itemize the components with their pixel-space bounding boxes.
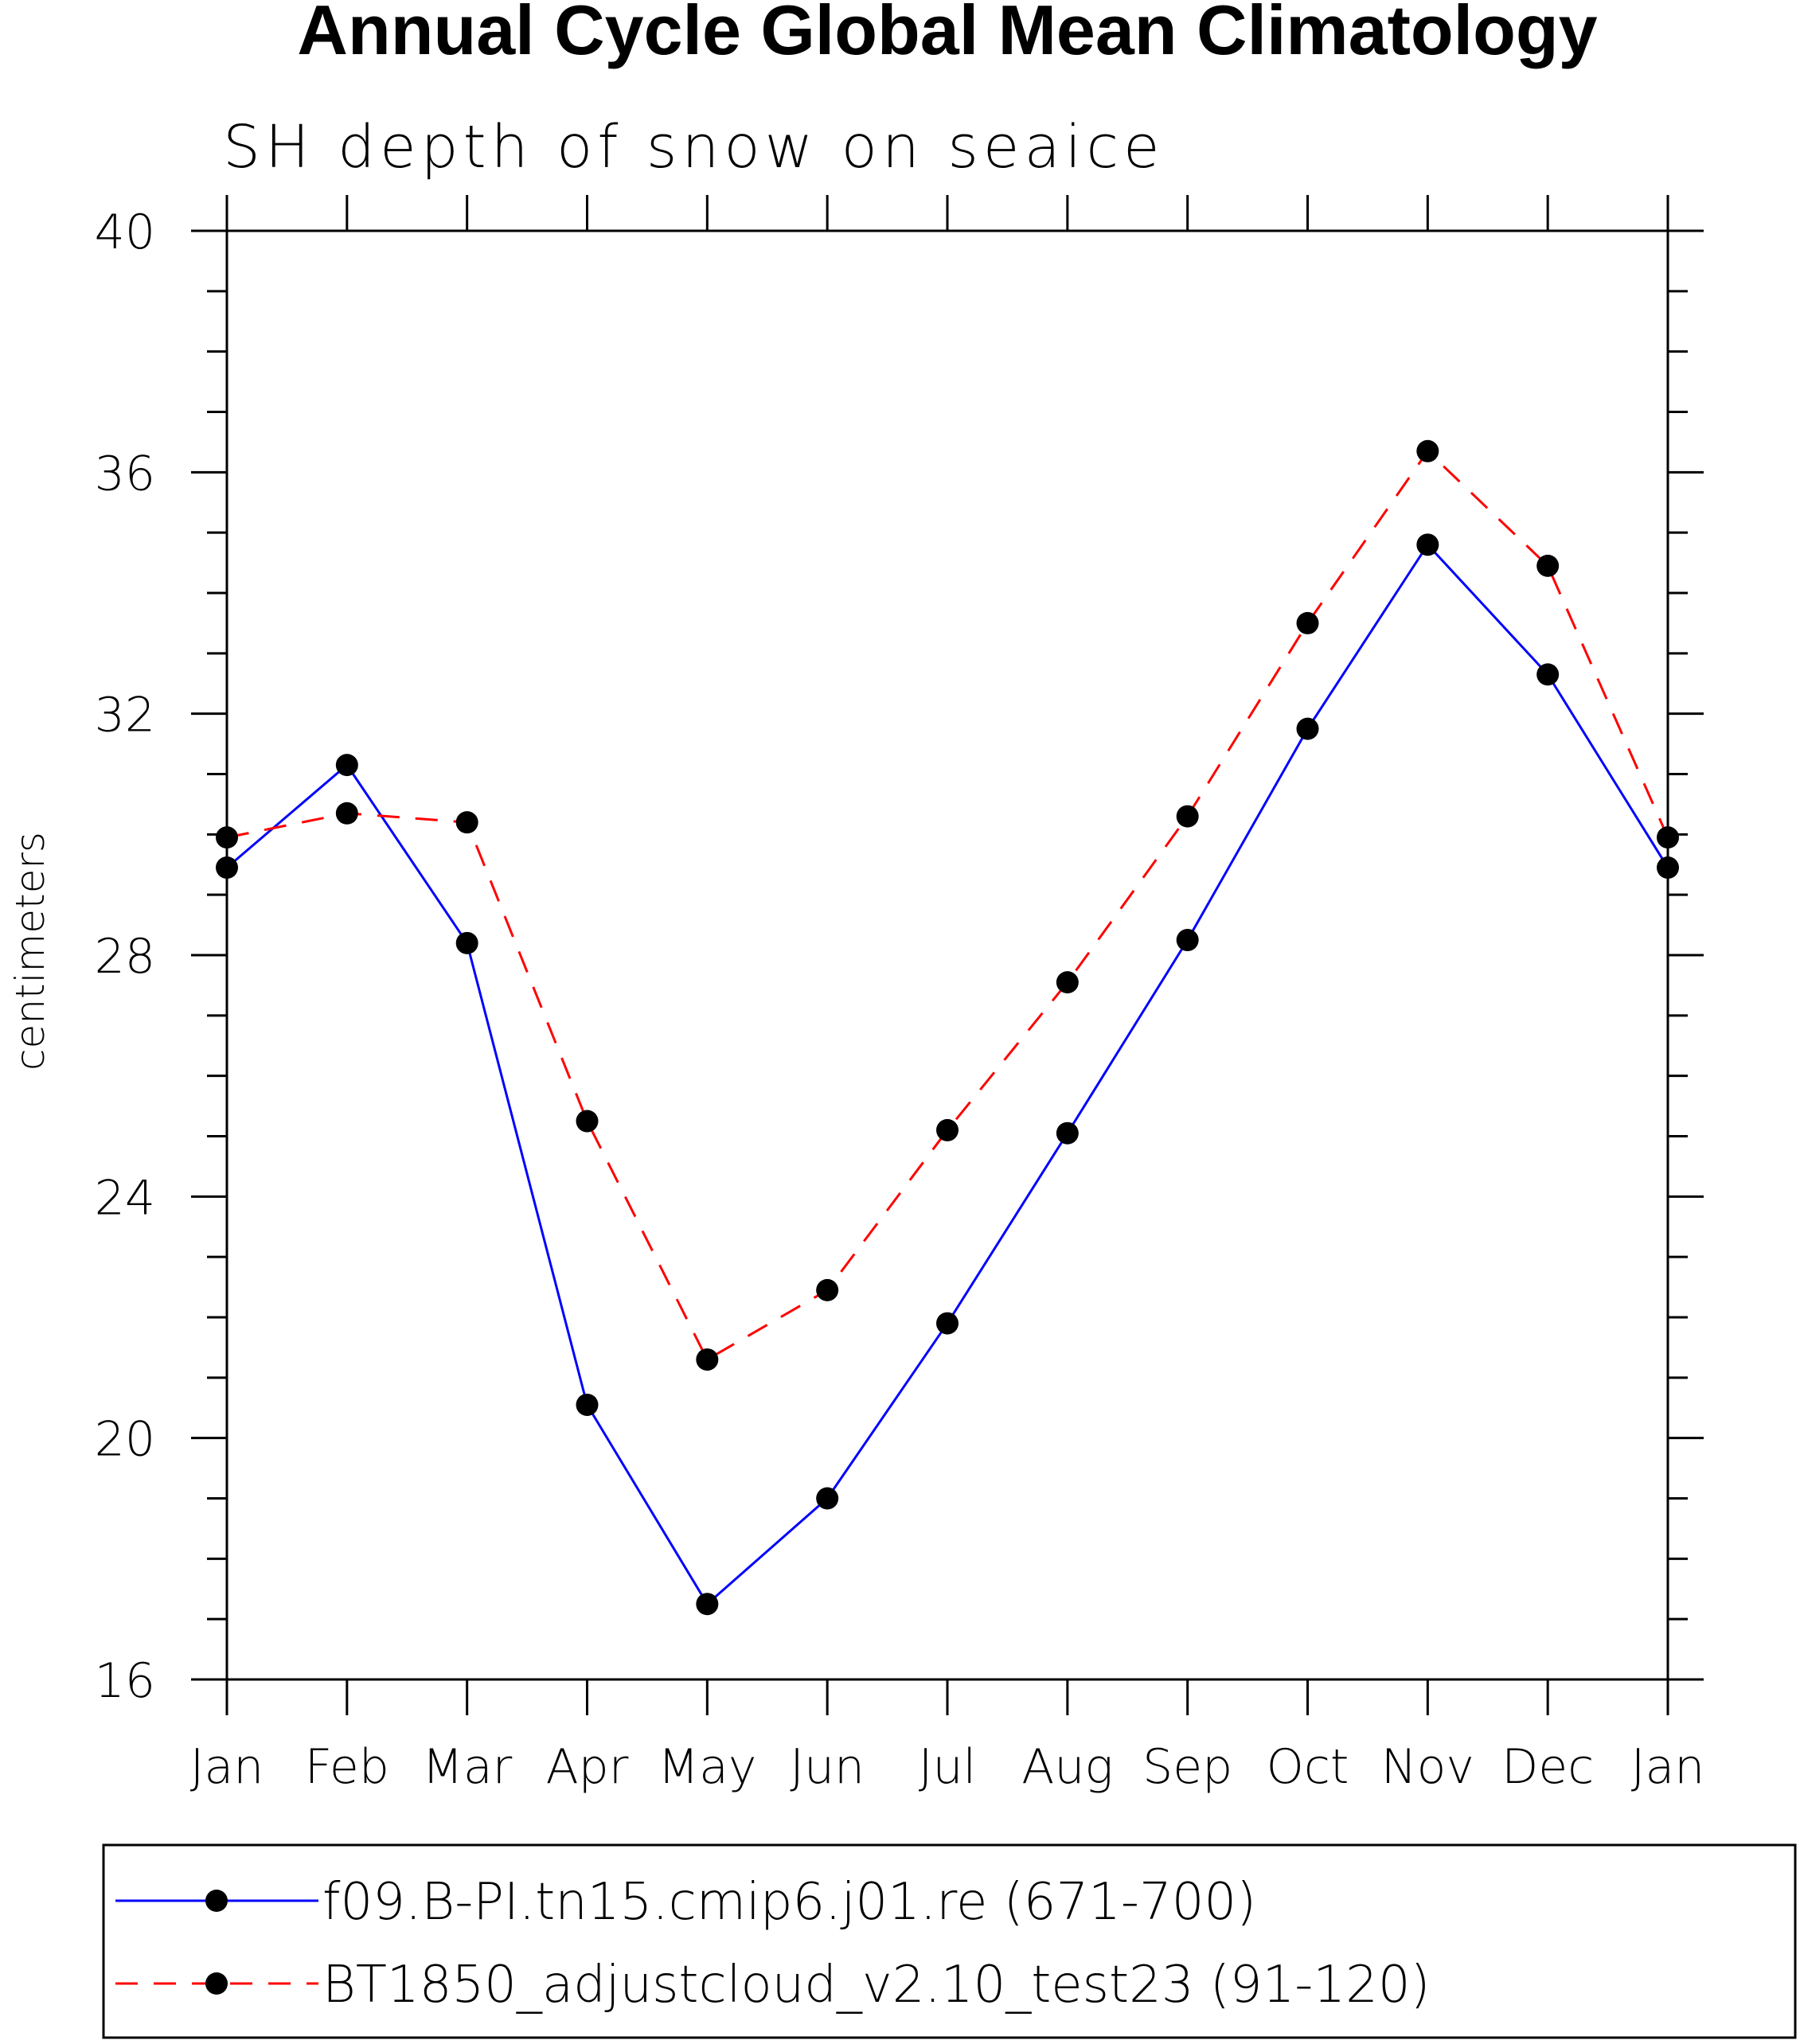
x-tick-label: Apr <box>546 1739 629 1795</box>
x-tick-label: May <box>658 1739 756 1795</box>
series-2-point <box>335 802 358 825</box>
x-tick-label: Jan <box>190 1739 264 1795</box>
legend-item-2: BT1850_adjustcloud_v2.10_test23 (91-120) <box>115 1956 1431 2015</box>
series-2-point <box>696 1348 719 1371</box>
legend-label-1: f09.B-PI.tn15.cmip6.j01.re (671-700) <box>322 1873 1256 1932</box>
chart-subtitle: SH depth of snow on seaice <box>223 113 1165 181</box>
series-2-point <box>1296 611 1319 634</box>
series-1-point <box>216 856 238 880</box>
series-1-point <box>455 931 478 954</box>
series-1-point <box>1416 533 1439 556</box>
series-2-point <box>816 1278 839 1301</box>
series-1-point <box>936 1312 959 1335</box>
x-tick-label: Jul <box>919 1739 976 1795</box>
y-tick-label: 28 <box>95 929 155 985</box>
y-tick-label: 24 <box>95 1170 155 1226</box>
x-tick-label: Nov <box>1381 1739 1474 1795</box>
series-2-point <box>936 1118 959 1141</box>
x-tick-label: Feb <box>305 1739 389 1795</box>
chart-title: Annual Cycle Global Mean Climatology <box>297 0 1597 69</box>
y-tick-label: 32 <box>95 688 155 743</box>
x-tick-label: Sep <box>1142 1739 1232 1795</box>
series-1-point <box>1657 856 1679 880</box>
x-tick-label: Jun <box>790 1739 865 1795</box>
series-2-point <box>1657 826 1679 849</box>
series-1-point <box>1536 663 1560 686</box>
legend-item-1: f09.B-PI.tn15.cmip6.j01.re (671-700) <box>115 1873 1256 1932</box>
series-1-point <box>696 1593 719 1616</box>
series-2-point <box>455 811 478 834</box>
series-2-point <box>1416 439 1439 462</box>
series-2-point <box>1056 971 1079 994</box>
plot-area: 16 20 24 28 32 36 40 Jan Feb Mar Apr May Jun Jul Aug Se… <box>95 195 1705 1795</box>
series-1-point <box>335 754 358 777</box>
legend-marker-2 <box>205 1972 228 1995</box>
y-tick-label: 20 <box>95 1412 155 1468</box>
x-tick-label: Oct <box>1267 1739 1349 1795</box>
series-1-point <box>816 1487 839 1510</box>
series-1-point <box>1296 717 1319 740</box>
x-tick-label: Mar <box>422 1739 513 1795</box>
y-tick-label: 40 <box>95 205 155 260</box>
series-2-point <box>576 1110 599 1133</box>
y-axis-label: centimeters <box>7 832 53 1071</box>
series-1-point <box>1176 929 1199 952</box>
y-tick-label: 16 <box>95 1653 155 1709</box>
series-2-point <box>1536 554 1560 577</box>
y-tick-label: 36 <box>95 446 155 501</box>
series-line-1 <box>226 542 1669 1606</box>
legend-label-2: BT1850_adjustcloud_v2.10_test23 (91-120) <box>322 1956 1431 2015</box>
legend-marker-1 <box>205 1890 228 1912</box>
series-2-point <box>216 826 238 849</box>
x-tick-label: Jan <box>1631 1739 1705 1795</box>
x-tick-label: Dec <box>1501 1739 1594 1795</box>
series-2-point <box>1176 805 1199 828</box>
x-tick-label: Aug <box>1021 1739 1113 1795</box>
series-1-point <box>576 1393 599 1416</box>
legend-box <box>102 1843 1797 2039</box>
plot-frame <box>225 229 1669 1681</box>
series-1-point <box>1056 1121 1079 1145</box>
